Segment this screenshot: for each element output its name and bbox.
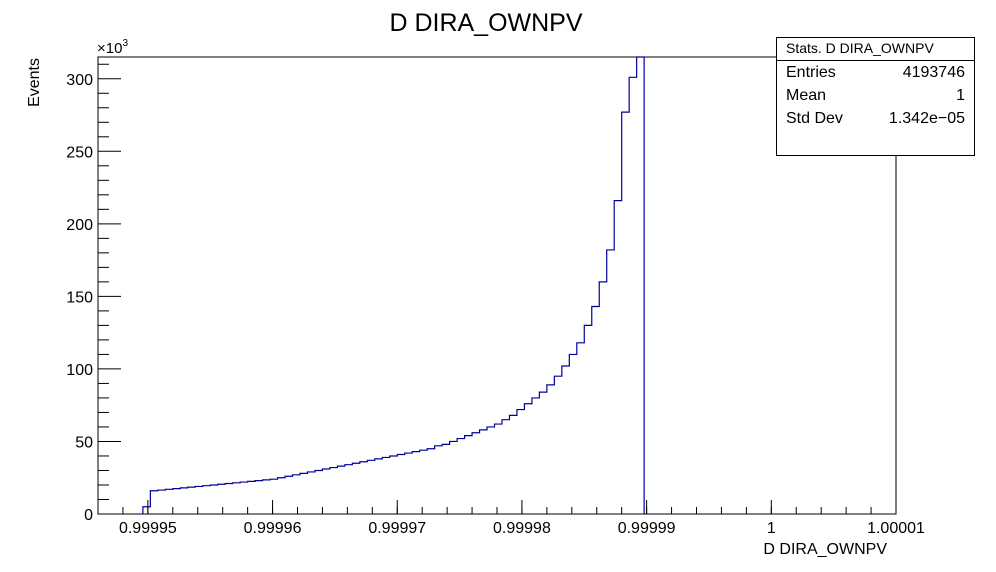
- x-tick-label: 0.99997: [368, 520, 426, 537]
- x-axis-label: D DIRA_OWNPV: [763, 541, 887, 558]
- histogram-line: [142, 56, 645, 514]
- x-tick-label: 1.00001: [867, 520, 925, 537]
- stats-box: Stats. D DIRA_OWNPV Entries 4193746 Mean…: [776, 37, 975, 156]
- x-tick-label: 0.99995: [119, 520, 177, 537]
- stats-label: Entries: [786, 64, 836, 81]
- chart-title: D DIRA_OWNPV: [389, 9, 582, 37]
- stats-row-entries: Entries 4193746: [777, 61, 974, 84]
- x-tick-label: 1: [767, 520, 776, 537]
- y-tick-label: 150: [66, 289, 93, 306]
- x-tick-label: 0.99999: [618, 520, 676, 537]
- stats-row-stddev: Std Dev 1.342e−05: [777, 107, 974, 130]
- stats-label: Std Dev: [786, 110, 843, 127]
- stats-value: 1: [956, 87, 965, 104]
- y-tick-label: 250: [66, 144, 93, 161]
- y-tick-label: 300: [66, 72, 93, 89]
- y-multiplier: ×103: [97, 38, 128, 57]
- stats-value: 4193746: [902, 64, 965, 81]
- y-axis-label: Events: [26, 58, 43, 107]
- y-tick-label: 50: [75, 434, 93, 451]
- y-tick-label: 100: [66, 362, 93, 379]
- stats-title: Stats. D DIRA_OWNPV: [777, 38, 974, 61]
- x-tick-label: 0.99998: [493, 520, 551, 537]
- x-tick-label: 0.99996: [244, 520, 302, 537]
- stats-value: 1.342e−05: [888, 110, 965, 127]
- y-tick-label: 200: [66, 217, 93, 234]
- stats-row-mean: Mean 1: [777, 84, 974, 107]
- stats-label: Mean: [786, 87, 827, 104]
- y-tick-label: 0: [84, 507, 93, 524]
